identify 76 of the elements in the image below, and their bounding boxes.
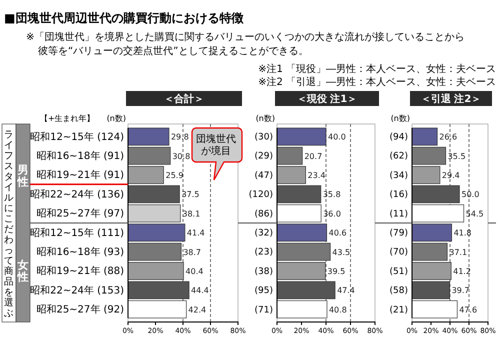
data-label: 40.4 — [186, 266, 204, 276]
data-label: 39.7 — [452, 286, 470, 296]
y-tick-label: (71) — [254, 305, 273, 316]
y-tick-label: 昭和25~27年 (97) — [36, 208, 124, 220]
text: ※「団塊世代」を境界とした購買に関するバリューのいくつかの大きな流れが接していることから彼等を“バリューの交差点世代”として捉えることができる。 — [26, 31, 464, 57]
y-tick-label: (38) — [254, 266, 273, 277]
y-tick-label: (95) — [254, 286, 273, 296]
y-tick-label: 昭和12~15年 (111) — [30, 226, 124, 239]
data-label: 23.4 — [308, 171, 326, 180]
data-label: 44.4 — [191, 286, 209, 296]
speech-bubble: 団塊世代が境目 — [191, 127, 243, 181]
y-tick-label: (79) — [390, 228, 408, 238]
y-tick-label: (70) — [390, 248, 408, 258]
data-label: 42.4 — [188, 305, 206, 314]
data-label: 39.5 — [327, 266, 346, 276]
data-label: 38.7 — [183, 248, 202, 257]
y-tick-label: 昭和25~27年 (92) — [36, 304, 124, 316]
data-label: 36.0 — [323, 209, 341, 218]
text: 【+生まれ年】 — [40, 114, 95, 123]
y-tick-label: (51) — [390, 266, 408, 277]
data-label: 47.4 — [337, 286, 355, 296]
data-label: 41.8 — [454, 228, 472, 238]
data-label: 30.8 — [172, 152, 190, 161]
data-label: 54.5 — [466, 209, 484, 218]
y-tick-label: 昭和19~21年 (91) — [36, 169, 124, 182]
data-label: 50.0 — [462, 190, 480, 200]
y-tick-label: (23) — [254, 248, 273, 258]
y-tick-label: 昭和12~15年 (124) — [30, 130, 124, 143]
y-tick-label: (47) — [254, 170, 273, 181]
data-label: 20.7 — [304, 152, 322, 161]
text: ライフスタイルにこだわって商品を選ぶ — [4, 129, 14, 319]
y-tick-label: (30) — [254, 132, 273, 143]
data-label: 29.8 — [170, 132, 189, 142]
y-tick-label: 昭和16~18年 (91) — [36, 150, 124, 162]
y-tick-label: 昭和19~21年 (88) — [36, 265, 124, 278]
text: (n数) — [390, 114, 410, 123]
text: ■団塊世代周辺世代の購買行動における特徴 — [4, 11, 244, 25]
data-label: 40.6 — [328, 228, 347, 238]
data-label: 29.4 — [442, 171, 460, 180]
chart-title: ＜現役 注1＞ — [296, 93, 358, 105]
y-tick-label: (34) — [390, 170, 408, 181]
data-label: 41.4 — [186, 228, 205, 238]
y-tick-label: (32) — [254, 228, 273, 238]
data-label: 25.9 — [166, 171, 184, 180]
data-label: 38.1 — [182, 209, 200, 218]
data-label: 26.6 — [439, 132, 458, 142]
data-label: 41.2 — [453, 266, 471, 276]
chart-title: ＜合計＞ — [164, 93, 204, 105]
y-tick-label: (94) — [390, 132, 408, 143]
text: 女性 — [16, 258, 28, 284]
data-label: 35.8 — [322, 190, 341, 200]
data-label: 43.5 — [332, 248, 350, 257]
annotation: 団塊世代が境目 — [196, 133, 236, 157]
y-tick-label: (62) — [390, 152, 408, 162]
text: (n数) — [106, 114, 126, 123]
y-tick-label: 昭和16~18年 (93) — [36, 246, 124, 258]
y-tick-label: (29) — [254, 152, 273, 162]
text: (n数) — [256, 114, 275, 123]
y-tick-label: (21) — [390, 305, 408, 316]
data-label: 37.5 — [182, 190, 200, 200]
y-tick-label: (86) — [254, 209, 273, 220]
data-label: 47.6 — [459, 305, 478, 314]
text: ※注2 「引退」―男性：本人ベース、女性：夫ベース — [258, 76, 496, 88]
y-tick-label: 昭和22~24年 (136) — [30, 188, 124, 200]
y-tick-label: 昭和22~24年 (153) — [30, 284, 124, 296]
data-label: 40.8 — [328, 305, 347, 314]
data-label: 37.1 — [449, 248, 468, 257]
y-tick-label: (16) — [390, 190, 408, 200]
text: 男性 — [16, 164, 28, 189]
data-label: 35.5 — [448, 152, 466, 161]
text: ※注1 「現役」―男性：本人ベース、女性：夫ベース — [258, 63, 496, 75]
y-tick-label: (58) — [390, 286, 408, 296]
chart-title: ＜引退 注2＞ — [420, 93, 482, 105]
y-tick-label: (120) — [248, 190, 273, 200]
data-label: 40.0 — [328, 132, 346, 142]
y-tick-label: (11) — [390, 209, 408, 220]
